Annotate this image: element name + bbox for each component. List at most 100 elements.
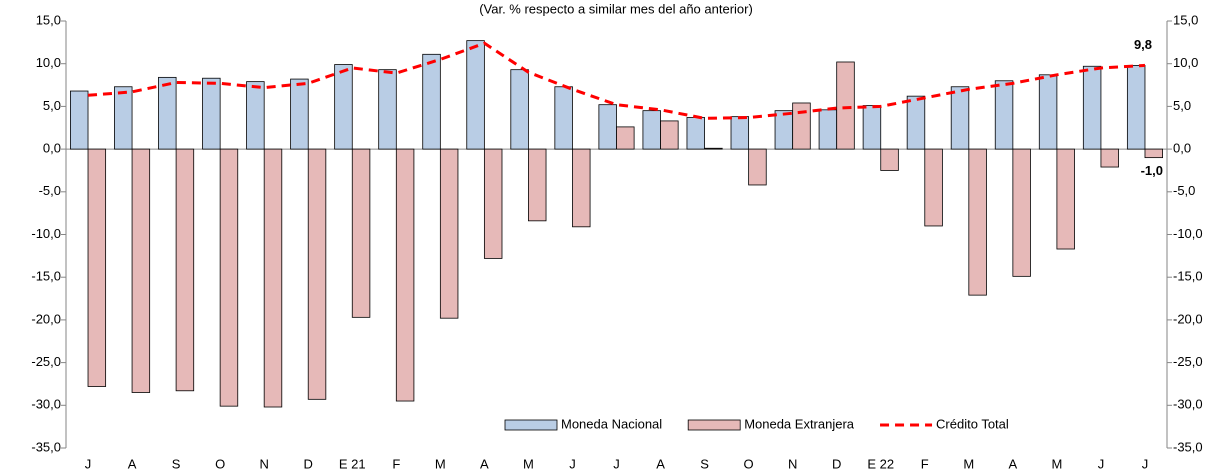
bar <box>616 126 635 150</box>
bar <box>748 148 767 186</box>
bar <box>202 77 221 150</box>
x-tick-label: O <box>744 456 754 471</box>
bar <box>1056 148 1075 250</box>
bar <box>730 116 750 150</box>
x-tick-label: E 21 <box>339 456 366 471</box>
bar <box>660 120 679 150</box>
x-tick-label: J <box>1142 456 1149 471</box>
bar <box>422 53 441 150</box>
bar <box>334 64 353 150</box>
bar <box>510 69 529 150</box>
y-tick-label: -5,0 <box>39 183 61 198</box>
x-tick-label: D <box>832 456 841 471</box>
bar <box>1082 65 1102 150</box>
x-tick-label: M <box>523 456 534 471</box>
bar <box>686 117 705 150</box>
bar <box>263 148 283 408</box>
legend-label: Moneda Extranjera <box>744 416 855 431</box>
y2-tick-label: -20,0 <box>1173 311 1203 326</box>
bar <box>924 148 943 227</box>
bar <box>246 81 265 150</box>
bar <box>554 86 573 150</box>
y2-tick-label: -10,0 <box>1173 226 1203 241</box>
x-tick-label: F <box>392 456 400 471</box>
x-tick-label: J <box>1098 456 1105 471</box>
y2-tick-label: 0,0 <box>1173 141 1191 156</box>
bar <box>1100 148 1119 168</box>
bar <box>219 148 239 407</box>
bar <box>466 40 485 150</box>
y-tick-label: 10,0 <box>36 55 61 70</box>
bar <box>395 148 415 402</box>
y2-tick-label: -25,0 <box>1173 354 1203 369</box>
x-tick-label: J <box>613 456 620 471</box>
legend-label: Moneda Nacional <box>561 416 662 431</box>
bar <box>307 148 327 400</box>
y-tick-label: 15,0 <box>36 12 61 27</box>
bar <box>87 148 107 387</box>
x-tick-label: M <box>963 456 974 471</box>
bar <box>818 109 838 150</box>
x-tick-label: A <box>128 456 137 471</box>
bar <box>950 86 970 150</box>
bar <box>483 148 503 259</box>
y-tick-label: -30,0 <box>31 397 61 412</box>
bar <box>114 86 133 150</box>
bar <box>598 104 617 150</box>
y-tick-label: -25,0 <box>31 354 61 369</box>
x-tick-label: A <box>1009 456 1018 471</box>
y2-tick-label: -35,0 <box>1173 439 1203 454</box>
bar <box>642 110 661 150</box>
x-tick-label: M <box>1051 456 1062 471</box>
bar <box>439 148 459 319</box>
y-tick-label: 0,0 <box>43 141 61 156</box>
chart-subtitle: (Var. % respecto a similar mes del año a… <box>479 1 753 16</box>
bar <box>1126 65 1146 150</box>
x-tick-label: J <box>85 456 92 471</box>
x-tick-label: J <box>569 456 576 471</box>
bar <box>792 102 811 150</box>
bar <box>968 148 987 296</box>
x-tick-label: S <box>700 456 709 471</box>
x-tick-label: M <box>435 456 446 471</box>
bar <box>1012 148 1031 277</box>
bar <box>906 95 926 150</box>
x-tick-label: N <box>788 456 797 471</box>
y2-tick-label: 10,0 <box>1173 55 1198 70</box>
bar <box>1038 74 1058 150</box>
legend-swatch <box>687 419 741 431</box>
bar <box>1144 148 1163 159</box>
x-tick-label: N <box>259 456 268 471</box>
bar <box>290 78 309 150</box>
bar <box>158 76 177 150</box>
bar <box>704 147 723 150</box>
x-tick-label: A <box>656 456 665 471</box>
bar <box>836 61 855 150</box>
line <box>87 41 1146 120</box>
bar <box>131 148 151 393</box>
y-tick-label: 5,0 <box>43 98 61 113</box>
bar <box>774 110 794 150</box>
data-label: -1,0 <box>1141 163 1163 178</box>
y2-tick-label: -30,0 <box>1173 397 1203 412</box>
x-tick-label: O <box>215 456 225 471</box>
bar <box>994 80 1014 150</box>
legend-label: Crédito Total <box>936 416 1009 431</box>
legend-swatch <box>504 419 558 431</box>
y2-tick-label: -15,0 <box>1173 269 1203 284</box>
x-tick-label: E 22 <box>867 456 894 471</box>
bar <box>528 148 547 222</box>
y-tick-label: -10,0 <box>31 226 61 241</box>
bar <box>70 90 89 150</box>
bar <box>862 105 882 150</box>
data-label: 9,8 <box>1134 37 1152 52</box>
y2-tick-label: 15,0 <box>1173 12 1198 27</box>
y-tick-label: -15,0 <box>31 269 61 284</box>
bar <box>572 148 591 228</box>
y-tick-label: -35,0 <box>31 439 61 454</box>
bar <box>175 148 195 392</box>
x-tick-label: F <box>921 456 929 471</box>
y2-tick-label: 5,0 <box>1173 98 1191 113</box>
bar <box>378 69 397 150</box>
